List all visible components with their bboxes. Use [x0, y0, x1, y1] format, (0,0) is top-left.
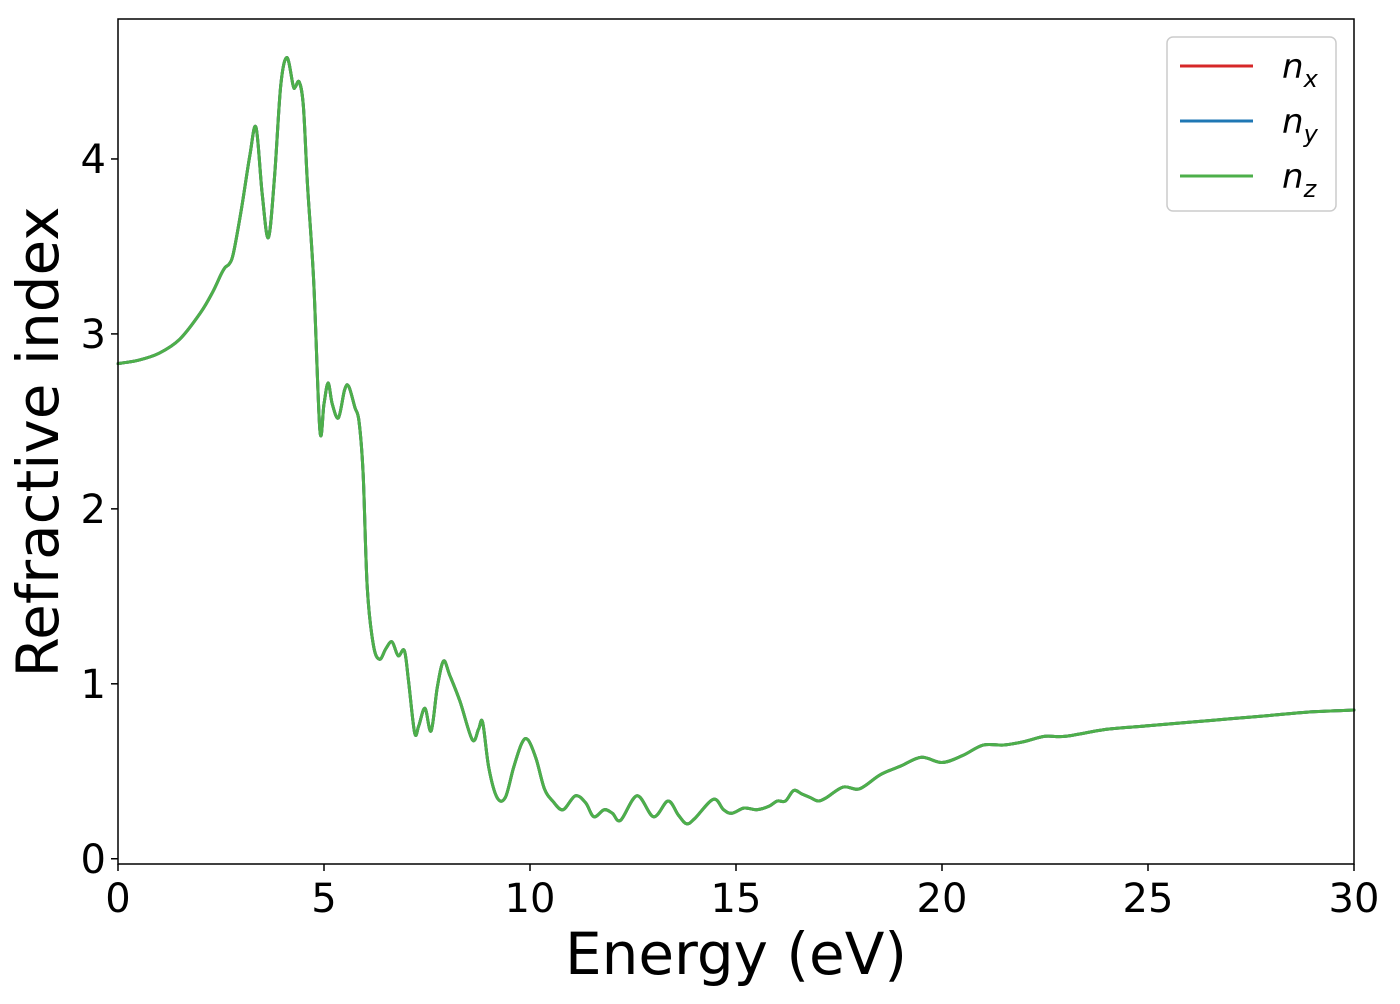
legend-label-nx: nx [1282, 47, 1319, 93]
x-tick-label: 20 [917, 876, 968, 922]
y-tick-label: 3 [81, 312, 106, 358]
y-tick-label: 0 [81, 837, 106, 883]
legend-box [1166, 36, 1337, 212]
x-tick-label: 25 [1123, 876, 1174, 922]
x-tick-label: 30 [1329, 876, 1380, 922]
x-tick-label: 10 [505, 876, 556, 922]
x-axis-title: Energy (eV) [565, 920, 907, 988]
legend-label-ny: ny [1282, 102, 1319, 148]
x-tick-label: 0 [105, 876, 130, 922]
legend: nx ny nz [1166, 36, 1337, 212]
y-tick-label: 2 [81, 487, 106, 533]
x-tick-label: 5 [311, 876, 336, 922]
x-tick-label: 15 [711, 876, 762, 922]
series-lines [116, 55, 1356, 826]
y-tick-label: 1 [81, 662, 106, 708]
legend-label-nz: nz [1282, 157, 1318, 203]
series-line-nz [116, 55, 1356, 826]
y-tick-label: 4 [81, 137, 106, 183]
axis-ticks: 0 5 10 15 20 25 30 0 1 2 3 4 [81, 137, 1380, 922]
y-axis-title: Refractive index [4, 206, 72, 677]
